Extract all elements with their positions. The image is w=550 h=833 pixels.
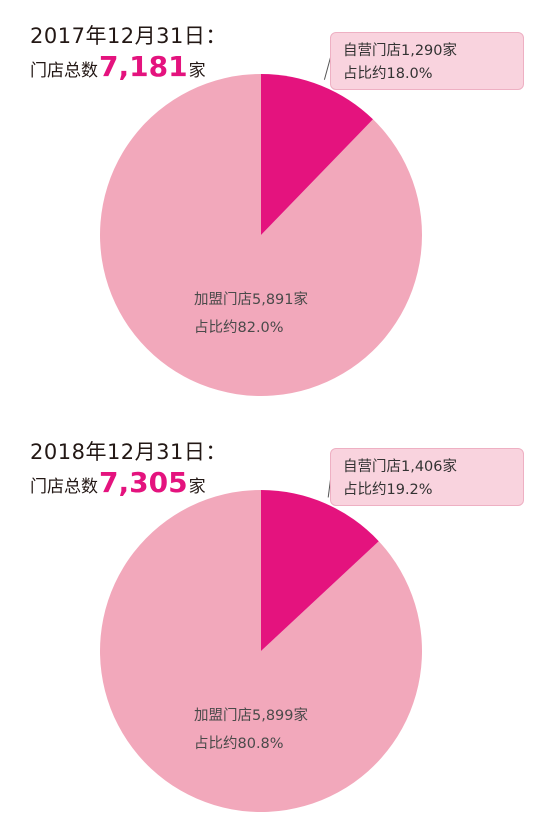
pie-slice-self-2017 [261, 74, 373, 235]
pie-chart-2017 [100, 51, 423, 396]
franchise-share: 占比约82.0% [194, 320, 284, 336]
self-operated-share: 占比约19.2% [343, 482, 433, 498]
total-suffix: 家 [188, 61, 206, 81]
total-prefix: 门店总数 [30, 477, 98, 497]
callout-self-operated-2018: 自营门店1,406家 占比约19.2% [330, 448, 524, 506]
total-suffix: 家 [188, 477, 206, 497]
total-number: 7,305 [99, 466, 188, 499]
callout-self-operated-2017: 自营门店1,290家 占比约18.0% [330, 32, 524, 90]
total-number: 7,181 [99, 50, 188, 83]
pie-slice-self-2018 [261, 490, 379, 651]
label-franchise-2018: 加盟门店5,899家 占比约80.8% [194, 702, 308, 758]
date-label-2018: 2018年12月31日： [30, 440, 227, 464]
label-franchise-2017: 加盟门店5,891家 占比约82.0% [194, 286, 308, 342]
pie-slice-franchise-2017 [100, 74, 423, 396]
franchise-count: 加盟门店5,891家 [194, 292, 309, 308]
franchise-count: 加盟门店5,899家 [194, 708, 309, 724]
self-operated-count: 自营门店1,406家 [343, 459, 458, 475]
chart-panel-2017: 2017年12月31日： 门店总数7,181家 自营门店1,290家 占比约18… [0, 0, 550, 416]
franchise-share: 占比约80.8% [194, 736, 284, 752]
self-operated-count: 自营门店1,290家 [343, 43, 458, 59]
store-total-2018: 门店总数7,305家 [30, 466, 206, 499]
total-prefix: 门店总数 [30, 61, 98, 81]
self-operated-share: 占比约18.0% [343, 66, 433, 82]
date-label-2017: 2017年12月31日： [30, 24, 227, 48]
store-total-2017: 门店总数7,181家 [30, 50, 206, 83]
pie-slice-franchise-2018 [100, 490, 423, 813]
pie-chart-2018 [100, 467, 423, 813]
chart-panel-2018: 2018年12月31日： 门店总数7,305家 自营门店1,406家 占比约19… [0, 416, 550, 832]
